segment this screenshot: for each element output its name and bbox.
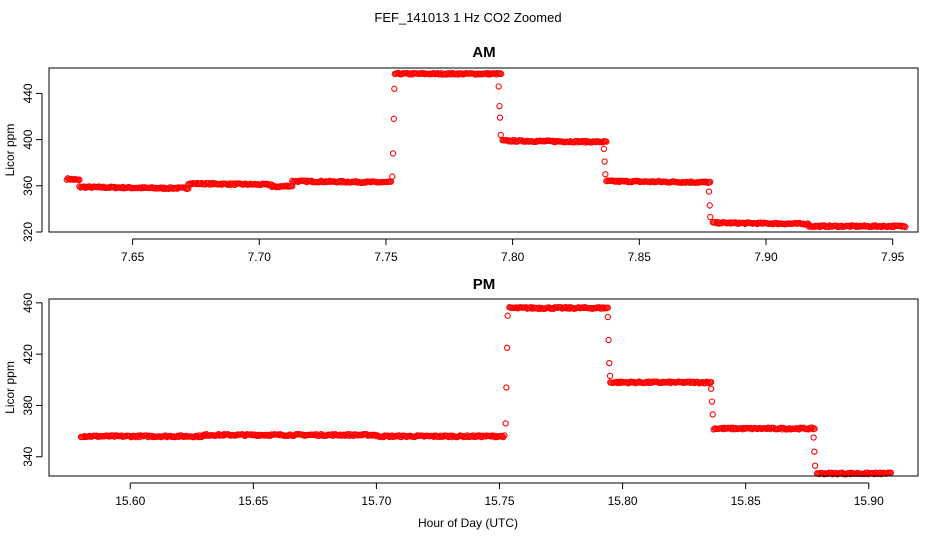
pm-x-tick-label: 15.75 [484,494,514,508]
pm-transition-point [502,420,509,427]
am-transition-point [601,158,608,165]
am-x-tick-label: 7.70 [248,250,272,264]
pm-transition-point [605,336,612,344]
am-y-tick-label: 360 [21,175,35,195]
am-y-axis-label: Licor ppm [3,124,17,177]
pm-transition-point [811,462,819,469]
pm-transition-point [709,411,716,418]
pm-x-tick-label: 15.60 [115,494,145,508]
x-axis-label: Hour of Day (UTC) [418,516,518,530]
pm-data-point [604,304,611,311]
pm-transition-point [504,312,511,319]
am-x-tick-label: 7.75 [374,250,398,264]
am-transition-point [495,83,502,90]
pm-x-tick-label: 15.70 [361,494,391,508]
am-axes: 7.65 7.70 7.75 7.80 7.85 7.90 7.95 320 360 400 440 [21,83,905,264]
pm-transition-point [606,359,613,367]
pm-transition-point [810,434,817,441]
am-data-points [63,69,909,231]
pm-axes: 15.60 15.65 15.70 15.75 15.80 15.85 15.90 340 38… [21,293,884,508]
am-data-point [603,138,610,145]
am-x-tick-label: 7.80 [501,250,525,264]
pm-y-tick-label: 460 [21,293,35,313]
pm-data-point [708,378,715,386]
pm-data-point [811,425,818,432]
am-transition-point [389,173,396,180]
am-transition-point [496,102,503,110]
am-plot-frame [48,67,919,233]
am-x-tick-label: 7.65 [121,250,145,264]
panel-title-am: AM [472,44,495,61]
pm-x-tick-label: 15.65 [238,494,268,508]
pm-plot-frame [48,298,919,477]
pm-transition-point [604,313,611,321]
pm-x-tick-label: 15.80 [608,494,638,508]
pm-transition-point [503,344,511,351]
am-transition-point [389,150,397,157]
pm-y-tick-label: 380 [21,395,35,415]
am-transition-point [391,85,398,92]
panel-title-pm: PM [473,276,496,293]
pm-data-point [501,432,508,439]
am-transition-point [707,213,714,221]
am-data-point [498,70,505,78]
pm-x-tick-label: 15.90 [854,494,884,508]
am-y-tick-label: 440 [21,83,35,103]
pm-y-axis-label: Licor ppm [3,361,17,414]
am-transition-point [496,114,504,121]
figure-title: FEF_141013 1 Hz CO2 Zoomed [374,10,561,25]
pm-x-tick-label: 15.85 [731,494,761,508]
am-data-point [703,178,710,186]
pm-y-tick-label: 340 [21,446,35,466]
pm-data-point [887,469,895,476]
am-data-point [185,185,192,192]
am-transition-point [497,131,504,139]
pm-transition-point [811,448,818,455]
panel-am: AM 7.65 7.70 7.75 7.80 7.85 7.90 7.95 320 360 400… [3,44,919,264]
am-data-point [76,176,83,183]
am-data-point [707,178,714,186]
am-transition-point [602,171,609,178]
am-y-tick-label: 400 [21,129,35,149]
am-data-point [902,223,909,231]
pm-transition-point [708,398,716,405]
am-transition-point [706,202,713,209]
am-y-tick-label: 320 [21,222,35,242]
am-x-tick-label: 7.95 [881,250,905,264]
pm-transition-point [503,384,510,391]
am-transition-point [390,115,397,122]
panel-pm: PM 15.60 15.65 15.70 15.75 15.80 15.85 15.90 34… [3,276,919,508]
pm-data-points [77,303,895,478]
pm-y-tick-label: 420 [21,344,35,364]
am-transition-point [600,145,607,152]
pm-transition-point [606,372,614,380]
am-x-tick-label: 7.85 [628,250,652,264]
pm-transition-point [708,385,715,392]
am-transition-point [705,188,713,195]
am-x-tick-label: 7.90 [754,250,778,264]
